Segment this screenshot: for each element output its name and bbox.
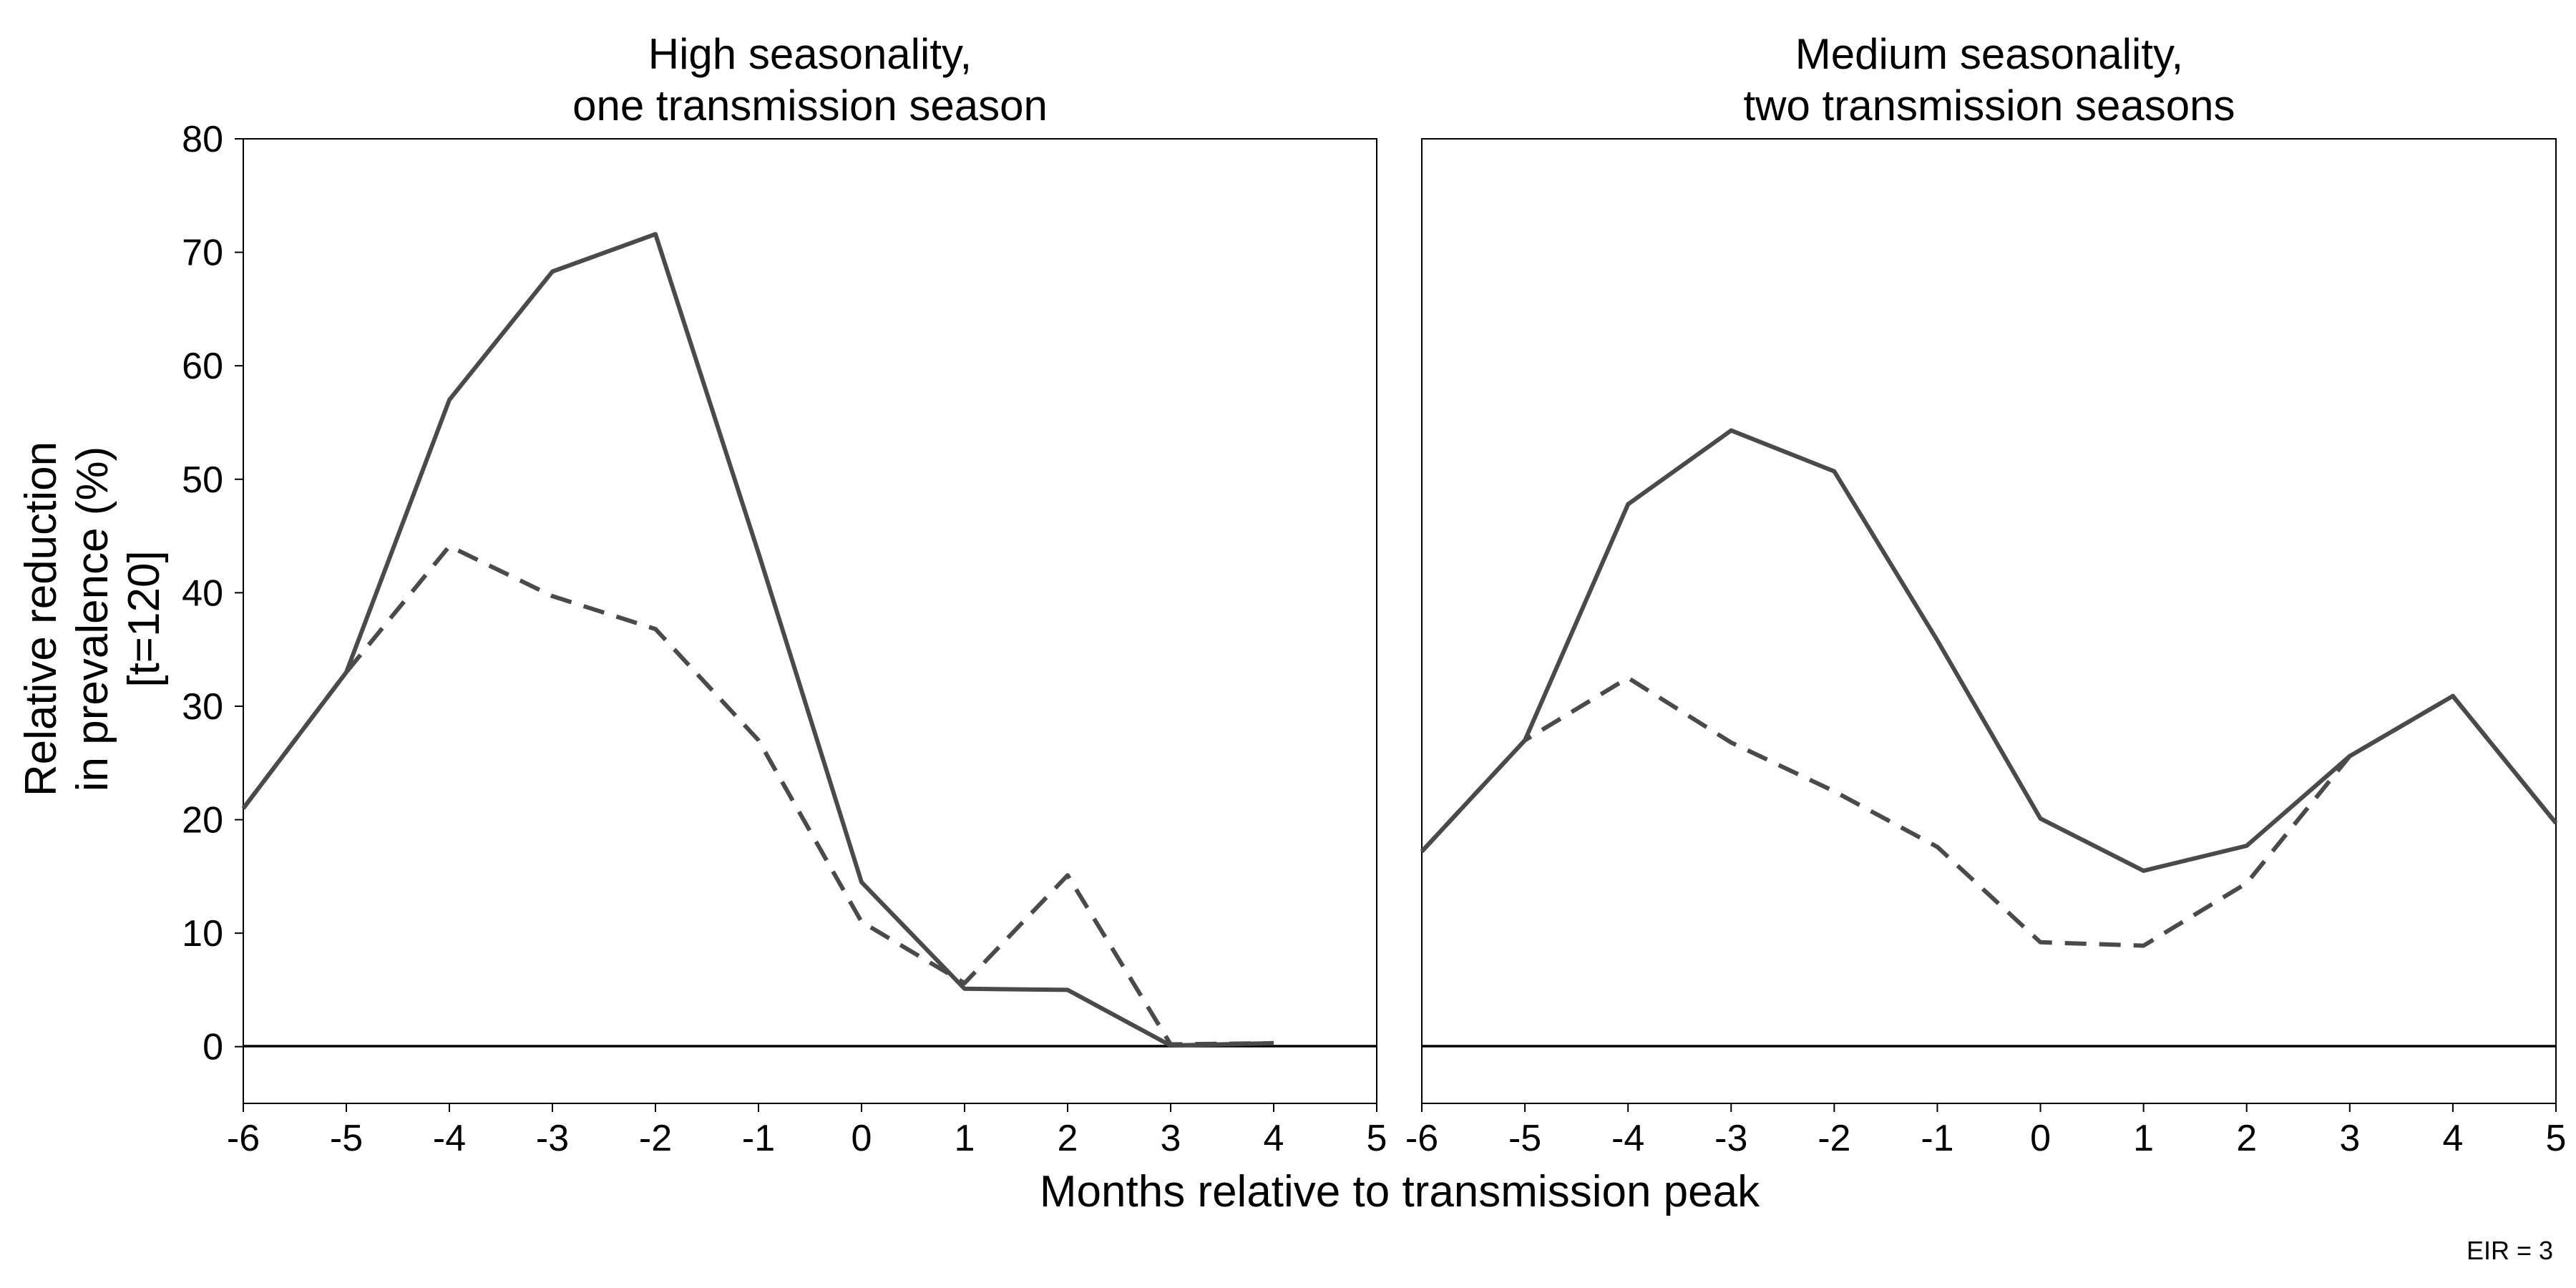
y-tick-label: 20 — [182, 800, 223, 841]
eir-footnote: EIR = 3 — [2467, 1236, 2553, 1265]
x-tick-label: 1 — [2133, 1118, 2154, 1159]
x-tick-label: -3 — [1714, 1118, 1747, 1159]
panel-title-line-1: Medium seasonality, — [1795, 30, 2183, 78]
x-axis: -6 -5 -4 -3 -2 -1 0 1 2 3 4 5 — [227, 1103, 1387, 1159]
panel-title-line-1: High seasonality, — [648, 30, 972, 78]
series-layer — [241, 232, 1274, 1048]
y-tick-label: 30 — [182, 686, 223, 728]
x-tick-label: 2 — [1058, 1118, 1078, 1159]
series-layer — [1420, 428, 2558, 948]
x-tick-label: 5 — [2546, 1118, 2567, 1159]
x-tick-label: -2 — [639, 1118, 672, 1159]
x-tick-label: 2 — [2236, 1118, 2257, 1159]
panel-title-line-2: two transmission seasons — [1744, 82, 2235, 130]
x-tick-label: -6 — [1405, 1118, 1438, 1159]
series-line-dashed — [241, 544, 1274, 1047]
y-tick-label: 50 — [182, 459, 223, 501]
y-tick-label: 60 — [182, 346, 223, 387]
x-tick-label: 0 — [2030, 1118, 2051, 1159]
x-tick-label: -1 — [742, 1118, 775, 1159]
panel-title-line-2: one transmission season — [572, 82, 1048, 130]
x-tick-label: -3 — [536, 1118, 569, 1159]
x-tick-label: -5 — [330, 1118, 363, 1159]
series-line-solid — [241, 232, 1274, 1048]
x-axis: -6 -5 -4 -3 -2 -1 0 1 2 3 4 5 — [1405, 1103, 2567, 1159]
x-tick-label: 3 — [1161, 1118, 1181, 1159]
x-tick-label: -5 — [1508, 1118, 1541, 1159]
series-line-dashed — [1420, 675, 2558, 948]
x-tick-label: -4 — [433, 1118, 466, 1159]
y-tick-label: 80 — [182, 119, 223, 160]
y-axis-title-line-3: [t=120] — [119, 550, 169, 687]
y-axis-title-line-1: Relative reduction — [16, 441, 66, 796]
x-tick-label: 5 — [1367, 1118, 1387, 1159]
x-tick-label: -1 — [1921, 1118, 1953, 1159]
y-axis-title-line-2: in prevalence (%) — [68, 447, 117, 791]
x-tick-label: 4 — [1264, 1118, 1284, 1159]
y-axis: 0 10 20 30 40 50 60 70 80 — [182, 119, 243, 1068]
x-tick-label: 3 — [2339, 1118, 2360, 1159]
x-tick-label: -6 — [227, 1118, 260, 1159]
x-tick-label: -2 — [1818, 1118, 1850, 1159]
y-tick-label: 70 — [182, 233, 223, 274]
y-tick-label: 0 — [203, 1027, 223, 1068]
plot-frame — [243, 138, 1377, 1104]
x-axis-title: Months relative to transmission peak — [1040, 1167, 1760, 1216]
x-tick-label: 4 — [2442, 1118, 2463, 1159]
y-tick-label: 40 — [182, 572, 223, 614]
x-tick-label: 0 — [852, 1118, 872, 1159]
y-tick-label: 10 — [182, 913, 223, 955]
series-line-solid — [1420, 428, 2558, 873]
plot-frame — [1421, 138, 2557, 1104]
x-tick-label: -4 — [1611, 1118, 1644, 1159]
panel-high-seasonality: High seasonality, one transmission seaso… — [182, 30, 1387, 1159]
panel-medium-seasonality: Medium seasonality, two transmission sea… — [1405, 30, 2567, 1159]
x-tick-label: 1 — [955, 1118, 975, 1159]
